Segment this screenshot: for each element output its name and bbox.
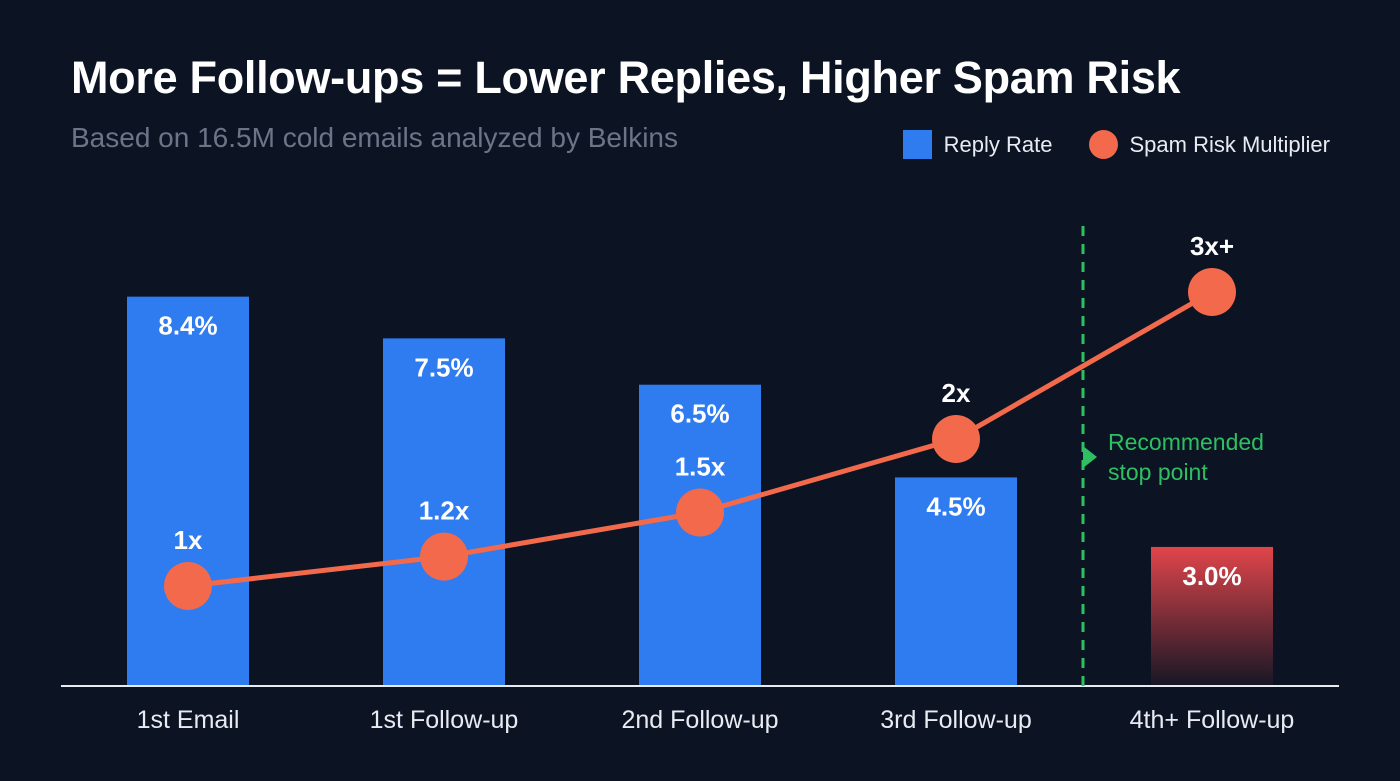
bar-4: [1151, 546, 1273, 686]
bar-0: [127, 296, 249, 686]
spam-label-3: 2x: [942, 378, 971, 408]
legend-label-reply-rate: Reply Rate: [943, 131, 1053, 157]
stop-point-arrow-icon: [1083, 446, 1097, 468]
legend-swatch-spam-risk: [1088, 130, 1118, 159]
x-tick-label-1: 1st Follow-up: [370, 706, 519, 734]
spam-point-3: [932, 415, 980, 463]
spam-point-1: [420, 532, 468, 581]
x-tick-label-3: 3rd Follow-up: [880, 706, 1031, 734]
chart-title: More Follow-ups = Lower Replies, Higher …: [71, 52, 1181, 103]
bar-label-0: 8.4%: [158, 311, 217, 341]
spam-label-0: 1x: [174, 525, 203, 555]
annotation-line-1: Recommended: [1108, 429, 1264, 455]
legend: Reply Rate Spam Risk Multiplier: [902, 130, 1331, 159]
bar-label-1: 7.5%: [414, 352, 473, 382]
bar-label-3: 4.5%: [926, 491, 985, 521]
spam-label-2: 1.5x: [675, 452, 726, 482]
spam-label-1: 1.2x: [419, 496, 470, 526]
x-tick-label-4: 4th+ Follow-up: [1130, 706, 1295, 734]
spam-point-2: [676, 488, 724, 537]
x-tick-label-0: 1st Email: [137, 706, 240, 734]
bar-label-4: 3.0%: [1182, 561, 1241, 591]
bar-label-2: 6.5%: [670, 399, 729, 429]
chart-subtitle: Based on 16.5M cold emails analyzed by B…: [71, 122, 679, 153]
spam-point-4: [1188, 268, 1236, 316]
spam-label-4: 3x+: [1190, 231, 1234, 261]
bar-3: [895, 477, 1017, 686]
spam-point-0: [164, 562, 212, 610]
legend-label-spam-risk: Spam Risk Multiplier: [1129, 131, 1331, 157]
annotation-line-2: stop point: [1108, 459, 1208, 485]
legend-swatch-reply-rate: [902, 130, 932, 159]
x-tick-label-2: 2nd Follow-up: [621, 706, 778, 734]
bar-1: [383, 338, 505, 686]
